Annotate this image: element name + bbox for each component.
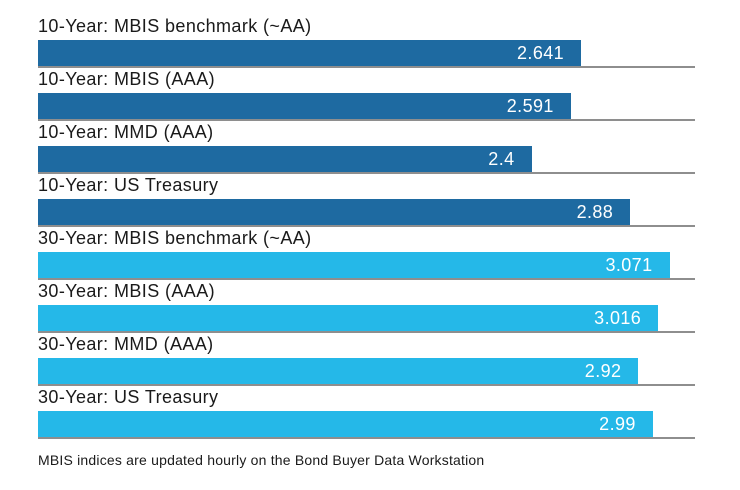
bar: 2.641 [38,40,582,66]
row-separator [38,278,695,280]
bar-label: 10-Year: US Treasury [38,175,219,195]
row-separator [38,172,695,174]
bar: 3.016 [38,305,659,331]
row-separator [38,119,695,121]
bar-value-label: 2.641 [517,43,565,63]
bar-label: 30-Year: MBIS benchmark (~AA) [38,228,312,248]
chart-rows: 10-Year: MBIS benchmark (~AA) 2.641 10-Y… [38,15,740,439]
bar: 2.99 [38,411,653,437]
bar-chart: 10-Year: MBIS benchmark (~AA) 2.641 10-Y… [38,15,740,439]
bar-track: 3.016 [38,305,695,331]
bar-row: 30-Year: MMD (AAA) 2.92 [38,333,740,386]
bar-track: 3.071 [38,252,695,278]
row-separator [38,437,695,439]
bar-track: 2.4 [38,146,695,172]
bar-label: 10-Year: MBIS benchmark (~AA) [38,16,312,36]
bar-label: 30-Year: MBIS (AAA) [38,281,216,301]
bar-track: 2.641 [38,40,695,66]
row-separator [38,66,695,68]
bar-label: 10-Year: MMD (AAA) [38,122,214,142]
bar: 2.88 [38,199,631,225]
bar-label: 30-Year: MMD (AAA) [38,334,214,354]
bar-label: 10-Year: MBIS (AAA) [38,69,216,89]
bar-value-label: 2.99 [599,414,636,434]
bar-value-label: 2.4 [488,149,515,169]
bar-row: 30-Year: MBIS benchmark (~AA) 3.071 [38,227,740,280]
bar-row: 10-Year: US Treasury 2.88 [38,174,740,227]
bar-value-label: 2.92 [584,361,622,381]
bar-track: 2.99 [38,411,695,437]
bar-row: 30-Year: US Treasury 2.99 [38,386,740,439]
bar: 2.4 [38,146,532,172]
bar-label: 30-Year: US Treasury [38,387,219,407]
bar: 2.591 [38,93,571,119]
bar-row: 30-Year: MBIS (AAA) 3.016 [38,280,740,333]
bar-row: 10-Year: MBIS benchmark (~AA) 2.641 [38,15,740,68]
bar: 2.92 [38,358,639,384]
bar-value-label: 3.071 [605,255,653,275]
bar-track: 2.591 [38,93,695,119]
row-separator [38,225,695,227]
row-separator [38,331,695,333]
row-separator [38,384,695,386]
bar-track: 2.92 [38,358,695,384]
bar-row: 10-Year: MBIS (AAA) 2.591 [38,68,740,121]
bar-row: 10-Year: MMD (AAA) 2.4 [38,121,740,174]
bar: 3.071 [38,252,670,278]
bar-track: 2.88 [38,199,695,225]
bar-value-label: 3.016 [594,308,642,328]
chart-footnote: MBIS indices are updated hourly on the B… [38,452,485,468]
bar-value-label: 2.88 [576,202,614,222]
bar-value-label: 2.591 [506,96,554,116]
